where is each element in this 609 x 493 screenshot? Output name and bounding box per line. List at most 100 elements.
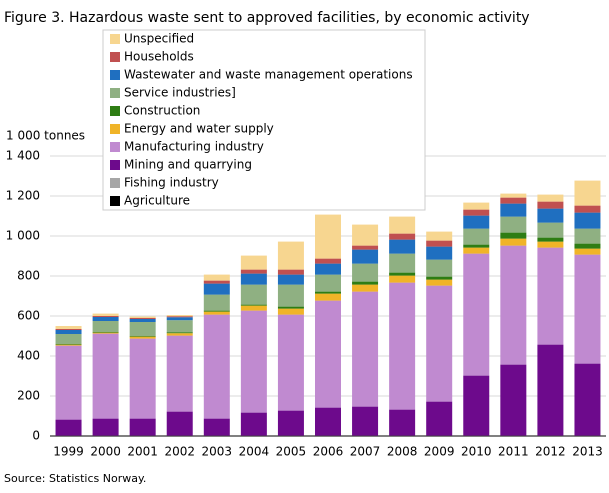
bar-segment [241,285,267,305]
bar-segment [93,419,119,436]
bar-segment [500,198,526,204]
legend-swatch [110,160,120,170]
legend-label: Energy and water supply [124,122,274,136]
bar-segment [241,274,267,285]
bar-segment [463,203,489,210]
bar-segment [352,285,378,292]
bar-segment [241,256,267,270]
bar-segment [241,306,267,311]
bar-segment [241,311,267,413]
x-tick-label: 2013 [572,445,603,459]
bar-segment [130,337,156,339]
bar-segment [574,206,600,213]
bar-segment [463,210,489,216]
legend-swatch [110,178,120,188]
legend-swatch [110,196,120,206]
bar-segment [278,270,304,275]
y-tick-label: 800 [17,269,40,283]
bar-segment [574,364,600,436]
bar-segment [167,315,193,316]
bar-segment [204,295,230,311]
bar-segment [426,280,452,286]
bar-segment [56,329,82,330]
y-tick-label: 400 [17,349,40,363]
bar-segment [278,315,304,411]
bar-segment [167,317,193,320]
bar-segment [389,217,415,234]
bar-segment [130,336,156,337]
y-tick-label: 1 200 [6,189,40,203]
bar-segment [352,292,378,407]
x-tick-label: 2007 [350,445,381,459]
bar-segment [204,419,230,436]
bar-segment [426,277,452,280]
bar-segment [463,229,489,245]
y-axis-label: 1 000 tonnes [6,129,85,143]
x-tick-label: 2002 [164,445,195,459]
bar-segment [204,311,230,312]
bar-segment [426,286,452,402]
y-tick-label: 1 000 [6,229,40,243]
legend-swatch [110,34,120,44]
bar-segment [278,411,304,436]
bar-segment [56,330,82,334]
bar-segment [167,320,193,332]
source: Source: Statistics Norway. [4,472,146,485]
bar-segment [167,332,193,333]
bar-segment [93,317,119,321]
bar-segment [241,270,267,274]
bar-segment [500,204,526,217]
bar-segment [204,284,230,295]
bar-segment [315,264,341,275]
bar-segment [500,233,526,239]
x-tick-label: 1999 [53,445,84,459]
bar-segment [426,232,452,241]
bar-segment [93,321,119,332]
bar-segment [204,281,230,284]
legend-label: Construction [124,104,200,118]
bar-segment [278,307,304,309]
bar-segment [389,273,415,276]
bar-segment [241,413,267,436]
legend-label: Service industries] [124,86,236,100]
bar-segment [574,244,600,249]
bar-segment [93,314,119,316]
x-tick-label: 2005 [276,445,307,459]
bar-segment [93,333,119,334]
bar-segment [130,339,156,419]
bar-segment [204,312,230,315]
bar-segment [56,345,82,346]
bar-segment [389,240,415,254]
bar-segment [352,264,378,282]
bar-segment [537,238,563,242]
bar-segment [130,318,156,319]
legend-label: Wastewater and waste management operatio… [124,68,413,82]
y-tick-label: 1 400 [6,149,40,163]
legend-label: Unspecified [124,32,194,46]
bar-segment [426,241,452,247]
bar-segment [389,283,415,410]
bar-segment [574,229,600,244]
bar-segment [56,346,82,420]
bar-segment [56,326,82,329]
x-tick-label: 2001 [127,445,158,459]
legend-label: Fishing industry [124,176,219,190]
bar-segment [315,294,341,301]
bar-segment [537,242,563,248]
bar-segment [389,254,415,273]
bar-segment [167,316,193,317]
bar-segment [315,275,341,292]
x-tick-label: 2006 [313,445,344,459]
x-tick-label: 2011 [498,445,529,459]
x-tick-label: 2010 [461,445,492,459]
y-tick-label: 0 [32,429,40,443]
bar-segment [315,292,341,294]
bar-segment [574,213,600,229]
bar-segment [537,248,563,345]
bar-segment [130,322,156,336]
legend-swatch [110,70,120,80]
bar-segment [537,195,563,202]
bar-segment [352,407,378,436]
bar-segment [500,365,526,436]
bar-segment [278,285,304,307]
